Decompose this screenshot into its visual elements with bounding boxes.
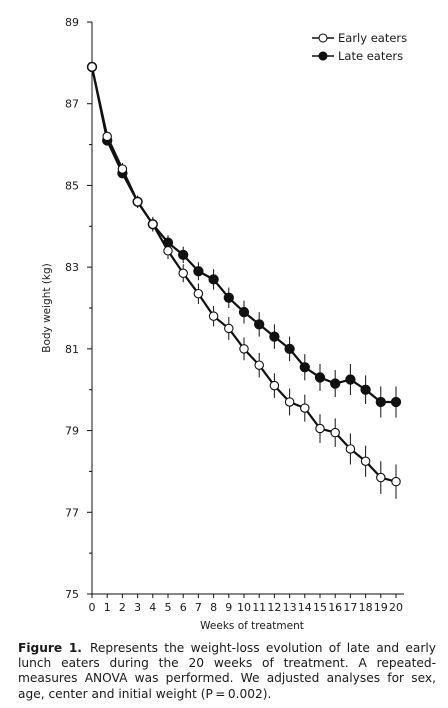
data-point-filled	[254, 319, 265, 330]
data-point-open	[163, 246, 173, 256]
data-point-filled	[284, 343, 295, 355]
data-point-open	[117, 164, 128, 174]
data-point-filled	[375, 396, 386, 408]
y-tick-label: 81	[65, 343, 79, 356]
data-point-open	[224, 323, 234, 334]
x-tick-label: 13	[283, 601, 297, 614]
data-point-open	[284, 397, 295, 407]
data-point-filled	[269, 331, 280, 342]
data-point-open	[208, 311, 219, 321]
data-point-filled	[360, 384, 371, 395]
x-tick-label: 3	[134, 601, 141, 614]
x-tick-label: 5	[165, 601, 172, 614]
data-point-filled	[345, 374, 356, 385]
x-tick-label: 16	[328, 601, 342, 614]
data-point-filled	[390, 396, 402, 408]
x-tick-label: 0	[89, 601, 96, 614]
y-tick-label: 87	[65, 98, 79, 111]
x-tick-label: 2	[119, 601, 126, 614]
data-point-filled	[314, 372, 326, 383]
figure-caption: Figure 1. Represents the weight-loss evol…	[18, 641, 436, 702]
series-late-eaters	[86, 61, 402, 418]
x-tick-label: 9	[225, 601, 232, 614]
x-axis-title: Weeks of treatment	[200, 620, 304, 632]
y-tick-label: 83	[65, 261, 79, 274]
data-point-open	[345, 444, 356, 454]
data-point-filled	[208, 274, 219, 285]
y-tick-label: 85	[65, 179, 79, 192]
data-point-filled	[238, 306, 250, 318]
data-point-open	[269, 380, 280, 391]
y-axis-title: Body weight (kg)	[41, 263, 53, 353]
data-point-open	[360, 456, 371, 466]
x-tick-label: 8	[210, 601, 217, 614]
data-point-open	[87, 62, 97, 72]
caption-label: Figure 1.	[18, 641, 82, 655]
x-tick-label: 11	[252, 601, 266, 614]
data-point-open	[376, 472, 386, 483]
legend-label: Late eaters	[338, 49, 403, 63]
data-point-open	[300, 403, 310, 413]
x-tick-label: 20	[389, 601, 403, 614]
data-point-open	[315, 423, 325, 434]
data-point-filled	[178, 249, 189, 261]
x-tick-label: 14	[298, 601, 312, 614]
data-point-filled	[193, 266, 204, 277]
data-point-open	[193, 288, 204, 299]
y-tick-label: 79	[65, 425, 79, 438]
data-point-open	[132, 197, 143, 207]
x-tick-label: 12	[267, 601, 281, 614]
legend: Early eaters Late eaters	[312, 31, 407, 63]
x-tick-label: 17	[343, 601, 357, 614]
x-tick-label: 19	[374, 601, 388, 614]
x-tick-label: 7	[195, 601, 202, 614]
x-tick-label: 1	[104, 601, 111, 614]
data-point-filled	[223, 292, 234, 303]
x-tick-label: 6	[180, 601, 187, 614]
data-point-open	[330, 427, 340, 438]
legend-label: Early eaters	[338, 31, 407, 45]
data-point-open	[239, 344, 249, 354]
y-tick-label: 89	[65, 16, 79, 29]
x-tick-label: 15	[313, 601, 327, 614]
caption-text: Represents the weight-loss evolution of …	[18, 641, 436, 701]
x-tick-label: 4	[149, 601, 156, 614]
series-line	[90, 66, 397, 483]
data-point-open	[254, 360, 264, 370]
series-early-eaters	[87, 62, 401, 499]
data-point-open	[391, 476, 401, 487]
x-tick-label: 10	[237, 601, 251, 614]
y-tick-label: 75	[65, 588, 79, 601]
data-point-open	[102, 131, 112, 142]
legend-marker-open	[318, 33, 328, 43]
data-point-filled	[330, 378, 341, 389]
data-point-filled	[299, 362, 310, 373]
legend-marker-filled	[318, 51, 328, 61]
x-tick-label: 18	[359, 601, 373, 614]
data-point-open	[178, 268, 188, 279]
data-point-open	[148, 219, 158, 229]
y-tick-label: 77	[65, 506, 79, 519]
